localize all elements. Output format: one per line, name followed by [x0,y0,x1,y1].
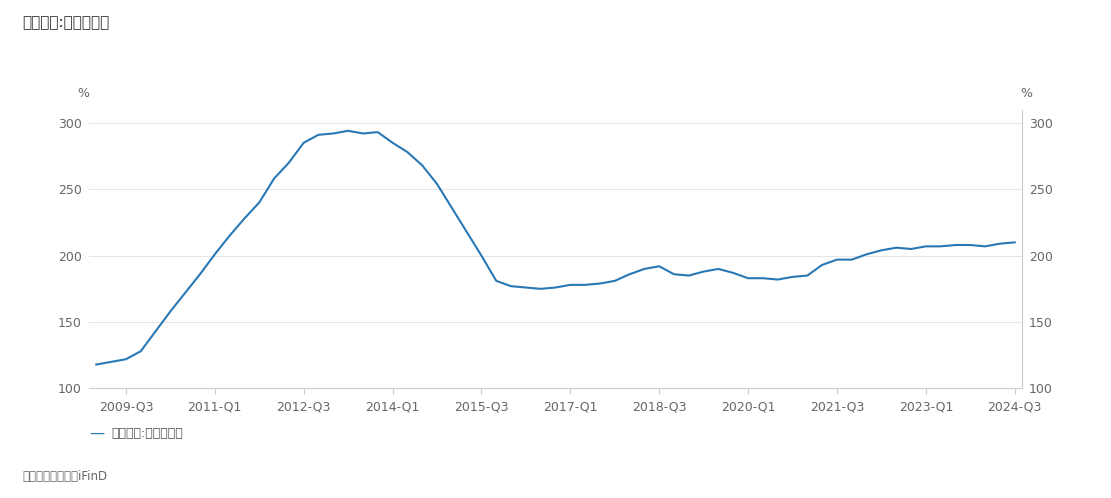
Text: %: % [1021,87,1032,100]
Text: %: % [78,87,89,100]
Text: 商业银行:拨备覆盖率: 商业银行:拨备覆盖率 [22,15,110,30]
Text: 数据来源：同花顺iFinD: 数据来源：同花顺iFinD [22,470,108,483]
Text: —: — [89,426,104,441]
Text: 商业银行:拨备覆盖率: 商业银行:拨备覆盖率 [111,427,183,440]
